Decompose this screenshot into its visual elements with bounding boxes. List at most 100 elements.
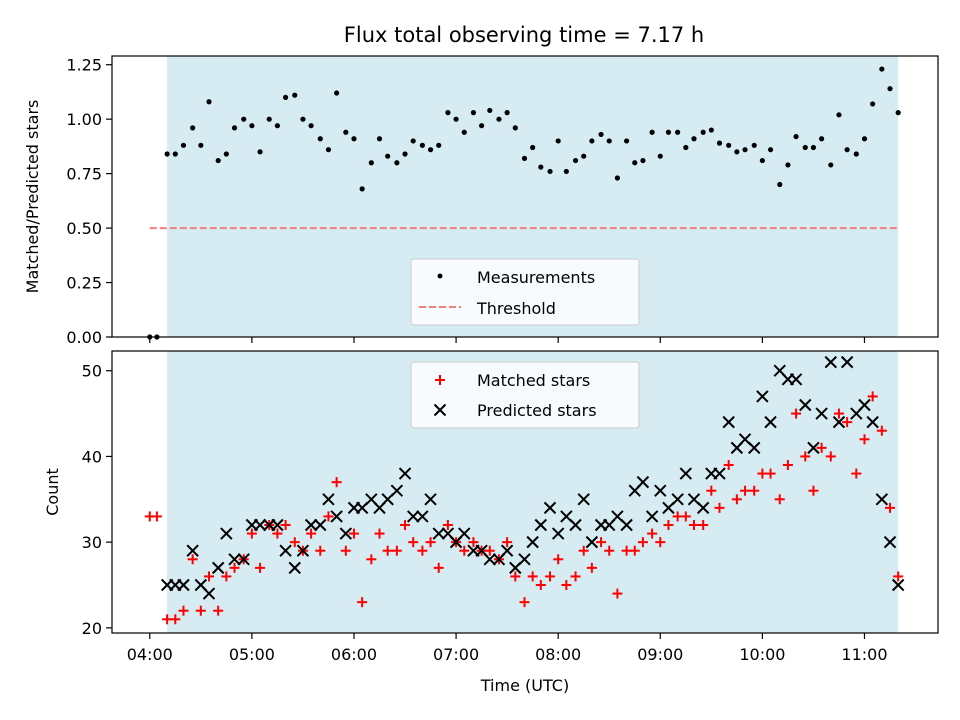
ratio-legend: Measurements Threshold [410,258,640,326]
measurement-point [470,110,477,116]
measurement-point [368,160,374,166]
count-panel: 20 30 40 50 04:00 05:00 06:00 07:00 08:00 09:00 10… [43,350,939,695]
ratio-panel: 0.00 0.25 0.50 0.75 1.00 1.25 Matched/Predict… [23,55,939,347]
predicted-star-point [891,578,905,592]
measurement-point [538,164,544,170]
matched-star-point [698,520,709,530]
matched-star-point [663,520,674,530]
predicted-star-point [390,484,404,497]
matched-star-point [851,468,862,479]
measurement-point [223,151,229,157]
measurement-point [402,151,408,157]
ratio-legend-box [410,258,640,326]
predicted-star-point [304,518,318,532]
matched-star-point [366,554,377,565]
measurement-point [385,153,391,159]
predicted-star-point [815,407,828,420]
measurement-point [887,86,893,92]
measurement-point [810,144,817,151]
matched-star-point [348,528,359,539]
predicted-star-point [866,415,879,429]
matched-star-point [195,605,206,616]
matched-star-point [740,485,751,496]
legend-threshold-label: Threshold [476,299,556,318]
predicted-star-point [679,467,693,480]
measurement-point [742,147,748,153]
predicted-star-point [671,493,684,506]
measurement-point [895,110,901,116]
measurement-point [292,92,298,98]
predicted-star-point [840,355,854,369]
matched-star-point [417,545,428,556]
matched-star-point [315,545,326,556]
y-tick-label: 0.00 [66,328,102,347]
measurement-point [249,123,255,129]
measurement-point [317,136,323,142]
measurement-point [716,140,723,146]
x-tick-label: 10:00 [739,645,785,664]
y-tick-label: 0.25 [66,274,102,293]
matched-star-point [842,417,853,428]
matched-star-point [331,477,342,488]
count-legend: Matched stars Predicted stars [410,361,640,429]
x-tick-label: 06:00 [331,645,377,664]
matched-star-point [306,528,317,539]
predicted-star-point [339,527,353,540]
y-tick-label: 1.00 [66,110,102,129]
predicted-star-points [160,355,905,600]
matched-star-point [553,554,564,565]
matched-star-point [647,528,658,539]
matched-star-point [578,545,589,556]
predicted-star-point [202,587,216,600]
matched-star-point [459,545,470,556]
matched-star-point [170,614,181,625]
measurement-point [879,66,885,72]
matched-star-point [502,537,513,548]
measurement-point [453,116,459,122]
matched-star-point [289,537,300,548]
measurement-point [436,142,442,148]
matched-star-point [442,520,453,530]
predicted-star-point [398,467,412,480]
measurement-point [632,160,638,166]
matched-star-point [203,571,214,582]
predicted-star-point [832,415,846,429]
measurement-point [530,144,536,151]
legend-predicted-marker [433,403,447,417]
measurement-point [726,142,732,148]
measurement-point [785,162,791,168]
predicted-star-point [220,527,233,540]
measurement-point [640,157,646,164]
predicted-star-point [789,373,803,386]
measurement-point [325,147,332,153]
matched-star-point [637,537,648,548]
matched-star-point [340,545,351,556]
matched-star-point [791,408,802,419]
predicted-star-point [620,518,633,532]
predicted-star-point [296,544,310,557]
measurement-point [623,138,630,144]
matched-star-point [714,502,725,513]
matched-star-point [774,494,785,505]
predicted-star-point [458,527,471,540]
legend-measurements-label: Measurements [477,268,595,287]
measurement-point [793,133,799,140]
measurement-point [759,157,765,164]
measurement-point [572,157,579,164]
measurement-point [282,94,289,100]
measurement-point [461,129,467,135]
predicted-star-point [314,518,327,532]
matched-star-point [280,520,291,530]
measurement-point [231,125,238,131]
predicted-star-point [288,561,301,575]
matched-star-point [545,571,556,582]
measurement-point [334,90,340,96]
measurement-point [606,138,612,144]
predicted-star-point [722,415,735,429]
measurement-point [419,142,425,148]
matched-star-point [688,520,699,530]
matched-star-point [816,442,827,453]
measurement-point [844,147,850,153]
matched-star-point [782,460,793,470]
matched-star-point [433,562,444,573]
